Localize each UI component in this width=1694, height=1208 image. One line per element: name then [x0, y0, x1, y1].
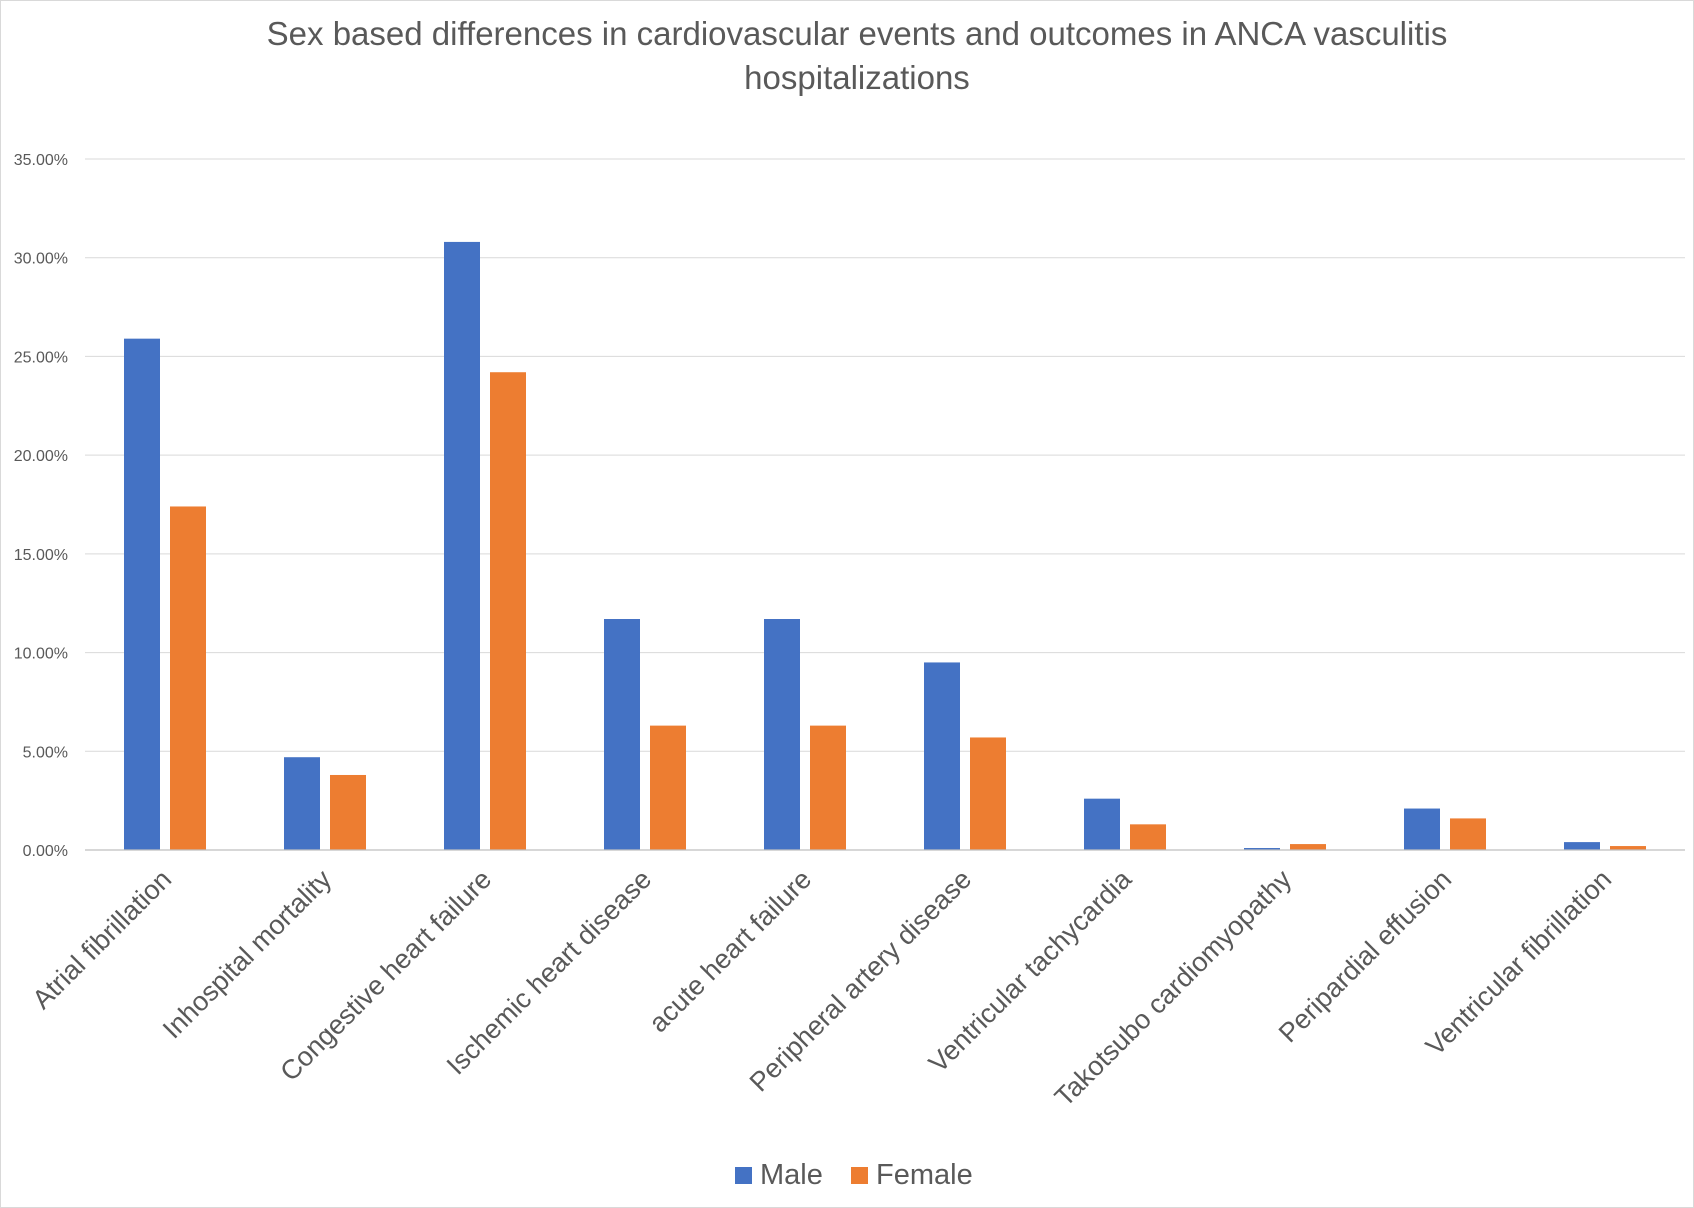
chart-title-line-2: hospitalizations	[744, 59, 970, 96]
bar-female	[970, 737, 1006, 850]
x-category-label: acute heart failure	[643, 864, 817, 1038]
y-tick-label: 30.00%	[14, 251, 68, 268]
y-tick-label: 20.00%	[14, 448, 68, 465]
y-tick-label: 15.00%	[14, 547, 68, 564]
legend-swatch-male	[735, 1167, 752, 1184]
y-tick-label: 35.00%	[14, 152, 68, 169]
bar-female	[1130, 824, 1166, 850]
bar-male	[444, 241, 480, 851]
chart-title-line-1: Sex based differences in cardiovascular …	[267, 15, 1448, 52]
bars	[124, 241, 1646, 851]
bar-female	[1610, 846, 1646, 850]
gridlines	[85, 158, 1685, 752]
legend-swatch-female	[851, 1167, 868, 1184]
legend-label-female: Female	[876, 1159, 973, 1191]
bar-female	[490, 372, 526, 850]
x-category-label: Peripardial effusion	[1273, 864, 1457, 1048]
x-category-label: Inhospital mortality	[157, 864, 338, 1045]
bar-female	[1450, 818, 1486, 850]
legend-label-male: Male	[760, 1159, 823, 1191]
bar-female	[1290, 844, 1326, 850]
y-tick-label: 10.00%	[14, 646, 68, 663]
bar-male	[284, 757, 320, 850]
bar-male	[1084, 798, 1120, 850]
bar-male	[1404, 808, 1440, 850]
bar-male	[764, 619, 800, 850]
x-category-label: Ventricular fibrillation	[1420, 864, 1617, 1061]
bar-male	[1564, 842, 1600, 850]
y-tick-label: 5.00%	[23, 744, 68, 761]
y-tick-label: 25.00%	[14, 349, 68, 366]
bar-female	[650, 725, 686, 850]
bar-male	[124, 338, 160, 850]
bar-female	[810, 725, 846, 850]
y-axis-tick-labels: 0.00% 5.00% 10.00% 15.00% 20.00% 25.00% 30.00%…	[14, 152, 68, 860]
bar-male	[1244, 848, 1280, 850]
bar-male	[604, 619, 640, 850]
y-tick-label: 0.00%	[23, 843, 68, 860]
x-category-label: Atrial fibrillation	[27, 864, 178, 1015]
legend: Male Female	[735, 1159, 973, 1191]
bar-male	[924, 662, 960, 850]
bar-female	[330, 774, 366, 850]
bar-female	[170, 506, 206, 850]
